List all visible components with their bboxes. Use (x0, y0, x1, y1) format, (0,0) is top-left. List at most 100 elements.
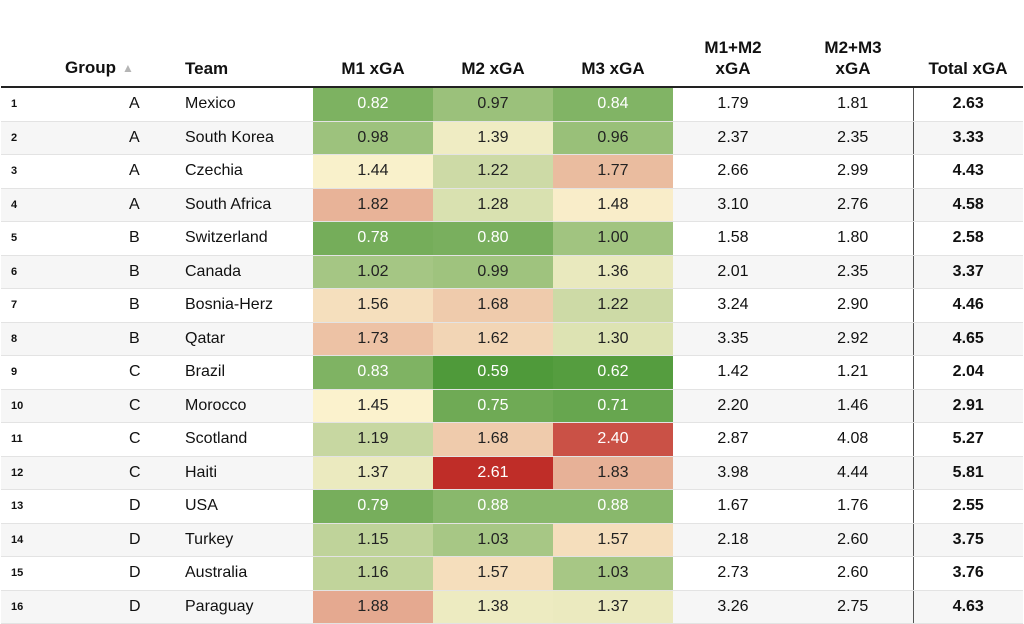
table-row: 14 D Turkey 1.15 1.03 1.57 2.18 2.60 3.75 (1, 523, 1023, 557)
table-row: 4 A South Africa 1.82 1.28 1.48 3.10 2.76 4.58 (1, 188, 1023, 222)
team-cell: Canada (185, 255, 313, 289)
header-m1m2[interactable]: M1+M2 xGA (673, 0, 793, 88)
group-cell: A (65, 188, 185, 222)
header-m2m3[interactable]: M2+M3 xGA (793, 0, 913, 88)
table-row: 3 A Czechia 1.44 1.22 1.77 2.66 2.99 4.43 (1, 154, 1023, 189)
row-index: 3 (1, 154, 65, 189)
m1-xga-cell: 1.19 (313, 422, 433, 457)
m3-xga-cell: 1.36 (553, 255, 673, 289)
table-row: 15 D Australia 1.16 1.57 1.03 2.73 2.60 3.76 (1, 556, 1023, 591)
m1-xga-cell: 0.98 (313, 121, 433, 155)
team-cell: USA (185, 489, 313, 524)
m2m3-xga-cell: 2.90 (793, 288, 913, 323)
m3-xga-cell: 1.77 (553, 154, 673, 189)
row-index: 6 (1, 255, 65, 289)
total-xga-cell: 4.46 (912, 288, 1023, 323)
m2m3-xga-cell: 2.76 (793, 188, 913, 222)
m2m3-xga-cell: 2.35 (793, 255, 913, 289)
header-m2[interactable]: M2 xGA (433, 0, 553, 88)
header-team[interactable]: Team (185, 0, 313, 88)
m1-xga-cell: 1.37 (313, 456, 433, 490)
header-group[interactable]: Group ▲ (65, 0, 185, 88)
header-m2-label: M2 xGA (461, 59, 525, 78)
m2-xga-cell: 0.75 (433, 389, 553, 423)
table-row: 1 A Mexico 0.82 0.97 0.84 1.79 1.81 2.63 (1, 87, 1023, 122)
row-index: 7 (1, 288, 65, 323)
total-xga-cell: 5.27 (912, 422, 1023, 457)
m1-xga-cell: 0.83 (313, 355, 433, 390)
team-cell: Brazil (185, 355, 313, 390)
group-cell: C (65, 422, 185, 457)
header-group-label: Group (65, 58, 116, 77)
m1m2-xga-cell: 3.10 (673, 188, 793, 222)
m1m2-xga-cell: 2.01 (673, 255, 793, 289)
total-xga-cell: 4.65 (912, 322, 1023, 356)
team-cell: South Korea (185, 121, 313, 155)
header-m1-label: M1 xGA (341, 59, 405, 78)
m1m2-xga-cell: 3.35 (673, 322, 793, 356)
m3-xga-cell: 1.48 (553, 188, 673, 222)
m3-xga-cell: 1.22 (553, 288, 673, 323)
m1-xga-cell: 0.82 (313, 87, 433, 122)
m1m2-xga-cell: 2.73 (673, 556, 793, 591)
m2-xga-cell: 1.28 (433, 188, 553, 222)
m1-xga-cell: 1.88 (313, 590, 433, 624)
team-cell: Turkey (185, 523, 313, 557)
table-row: 7 B Bosnia-Herz 1.56 1.68 1.22 3.24 2.90 4.46 (1, 288, 1023, 323)
team-cell: Bosnia-Herz (185, 288, 313, 323)
table-row: 8 B Qatar 1.73 1.62 1.30 3.35 2.92 4.65 (1, 322, 1023, 356)
header-m3[interactable]: M3 xGA (553, 0, 673, 88)
m2m3-xga-cell: 1.80 (793, 221, 913, 256)
m1m2-xga-cell: 1.79 (673, 87, 793, 122)
group-cell: A (65, 154, 185, 189)
m3-xga-cell: 0.71 (553, 389, 673, 423)
m2-xga-cell: 0.59 (433, 355, 553, 390)
m3-xga-cell: 0.96 (553, 121, 673, 155)
triangle-up-icon: ▲ (122, 61, 134, 75)
header-m3-label: M3 xGA (581, 59, 645, 78)
m2-xga-cell: 1.57 (433, 556, 553, 591)
table-row: 6 B Canada 1.02 0.99 1.36 2.01 2.35 3.37 (1, 255, 1023, 289)
m1m2-xga-cell: 1.58 (673, 221, 793, 256)
row-index: 9 (1, 355, 65, 390)
m2-xga-cell: 1.62 (433, 322, 553, 356)
row-index: 15 (1, 556, 65, 591)
m1m2-xga-cell: 2.87 (673, 422, 793, 457)
m3-xga-cell: 0.88 (553, 489, 673, 524)
header-total[interactable]: Total xGA (913, 0, 1023, 88)
row-index: 14 (1, 523, 65, 557)
total-xga-cell: 3.76 (912, 556, 1023, 591)
m3-xga-cell: 1.57 (553, 523, 673, 557)
m3-xga-cell: 0.62 (553, 355, 673, 390)
m1m2-xga-cell: 1.42 (673, 355, 793, 390)
row-index: 2 (1, 121, 65, 155)
m3-xga-cell: 1.37 (553, 590, 673, 624)
group-cell: B (65, 322, 185, 356)
group-cell: D (65, 523, 185, 557)
m1m2-xga-cell: 3.24 (673, 288, 793, 323)
row-index: 10 (1, 389, 65, 423)
row-index: 8 (1, 322, 65, 356)
m1-xga-cell: 1.16 (313, 556, 433, 591)
m2-xga-cell: 1.39 (433, 121, 553, 155)
total-xga-cell: 4.43 (912, 154, 1023, 189)
m2-xga-cell: 0.99 (433, 255, 553, 289)
header-m1m2-label-1: M1+M2 (704, 38, 762, 57)
total-xga-cell: 2.58 (912, 221, 1023, 256)
group-cell: B (65, 255, 185, 289)
table-row: 13 D USA 0.79 0.88 0.88 1.67 1.76 2.55 (1, 489, 1023, 524)
m2m3-xga-cell: 1.46 (793, 389, 913, 423)
header-m1[interactable]: M1 xGA (313, 0, 433, 88)
m2-xga-cell: 0.80 (433, 221, 553, 256)
team-cell: South Africa (185, 188, 313, 222)
header-m1m2-label-2: xGA (715, 59, 751, 78)
m3-xga-cell: 1.30 (553, 322, 673, 356)
m3-xga-cell: 0.84 (553, 87, 673, 122)
m2-xga-cell: 0.97 (433, 87, 553, 122)
m1-xga-cell: 1.45 (313, 389, 433, 423)
group-cell: D (65, 556, 185, 591)
total-xga-cell: 2.63 (912, 87, 1023, 122)
group-cell: A (65, 121, 185, 155)
group-cell: C (65, 456, 185, 490)
